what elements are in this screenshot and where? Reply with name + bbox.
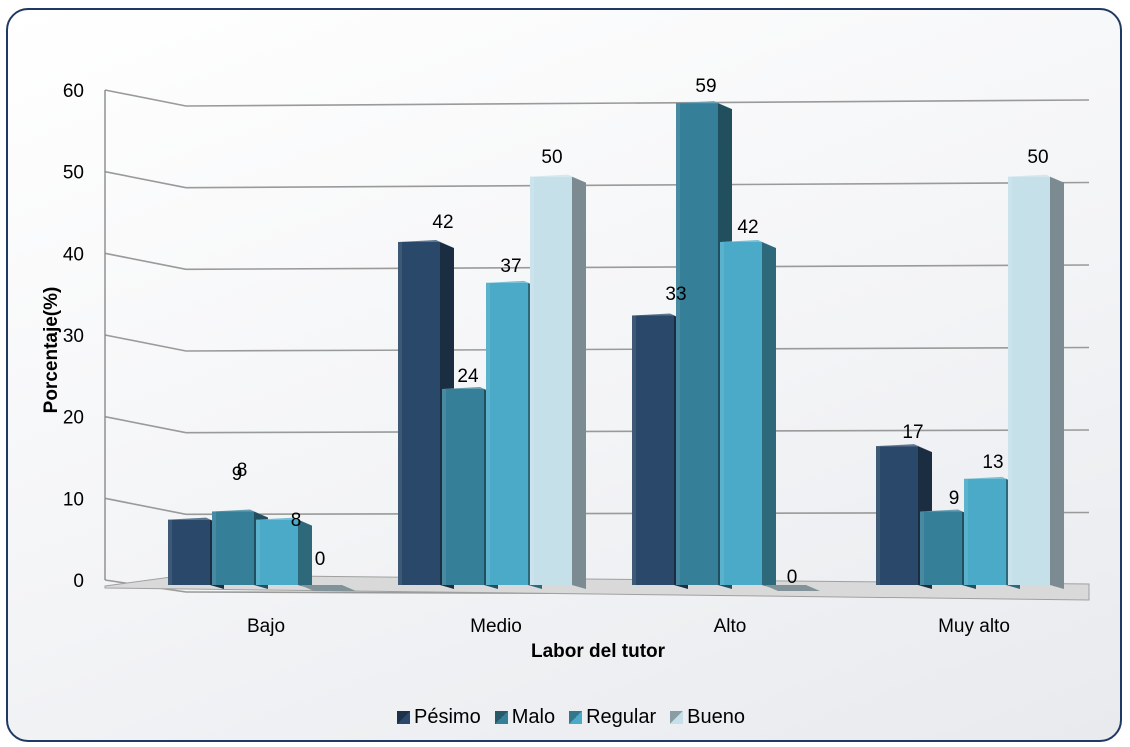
- data-label: 0: [315, 549, 326, 570]
- bar: [764, 585, 820, 591]
- gridline-side: [104, 334, 187, 352]
- legend-swatch: [569, 711, 583, 724]
- legend-swatch: [494, 711, 508, 724]
- data-label: 17: [902, 422, 923, 443]
- legend-item: Regular: [569, 706, 656, 729]
- y-tick-label: 40: [63, 244, 84, 265]
- data-label: 42: [432, 212, 453, 233]
- gridline-side: [104, 89, 187, 107]
- data-label: 0: [787, 567, 798, 588]
- bar: [720, 240, 776, 589]
- y-tick-label: 0: [73, 571, 84, 592]
- y-tick-label: 50: [63, 163, 84, 184]
- bar: [1008, 174, 1064, 589]
- gridline: [185, 264, 1090, 271]
- y-tick-label: 10: [63, 489, 84, 510]
- legend-swatch: [670, 711, 684, 724]
- data-label: 33: [665, 284, 686, 305]
- data-label: 9: [232, 464, 243, 485]
- data-label: 24: [457, 366, 479, 387]
- y-axis-label: Porcentaje(%): [41, 287, 62, 414]
- legend-item: Pésimo: [397, 706, 481, 729]
- legend-label: Bueno: [687, 706, 745, 728]
- data-label: 59: [695, 76, 716, 97]
- x-tick-label: Muy alto: [938, 616, 1010, 637]
- legend-label: Malo: [511, 706, 556, 728]
- category-labels: Bajo Medio Alto Muy alto: [247, 616, 1010, 637]
- gridline-side: [104, 415, 187, 434]
- data-label: 8: [291, 510, 302, 531]
- legend-item: Bueno: [670, 706, 745, 729]
- y-axis-ticks: 0 10 20 30 40 50 60: [63, 81, 84, 592]
- data-label: 50: [1027, 147, 1048, 168]
- y-tick-label: 20: [63, 408, 84, 429]
- data-label: 13: [982, 452, 1003, 473]
- data-label: 50: [541, 147, 562, 168]
- legend-swatch: [397, 711, 411, 724]
- x-axis-label: Labor del tutor: [531, 641, 666, 662]
- gridline-side: [104, 252, 187, 271]
- data-label: 42: [737, 217, 758, 238]
- gridline: [185, 181, 1090, 189]
- bar: [256, 517, 312, 589]
- bar: [300, 585, 356, 591]
- legend-label: Pésimo: [414, 706, 481, 728]
- gridline-side: [104, 497, 187, 516]
- data-label: 8: [237, 460, 248, 481]
- x-tick-label: Medio: [470, 616, 522, 637]
- gridline: [185, 99, 1090, 107]
- x-tick-label: Alto: [714, 616, 747, 637]
- y-tick-label: 60: [63, 81, 84, 102]
- bars: [168, 101, 1064, 591]
- legend: Pésimo Malo Regular Bueno: [8, 706, 1120, 729]
- y-tick-label: 30: [63, 326, 84, 347]
- data-label: 37: [500, 256, 521, 277]
- legend-label: Regular: [586, 706, 657, 728]
- data-label: 9: [949, 488, 960, 509]
- bar: [530, 174, 586, 589]
- gridline-side: [104, 170, 187, 189]
- chart-frame: 0 10 20 30 40 50 60 8 42 33 17 9 24 59 9 8 37 42 13 0 50 0 50…: [6, 8, 1122, 742]
- legend-item: Malo: [494, 706, 556, 729]
- x-tick-label: Bajo: [247, 616, 285, 637]
